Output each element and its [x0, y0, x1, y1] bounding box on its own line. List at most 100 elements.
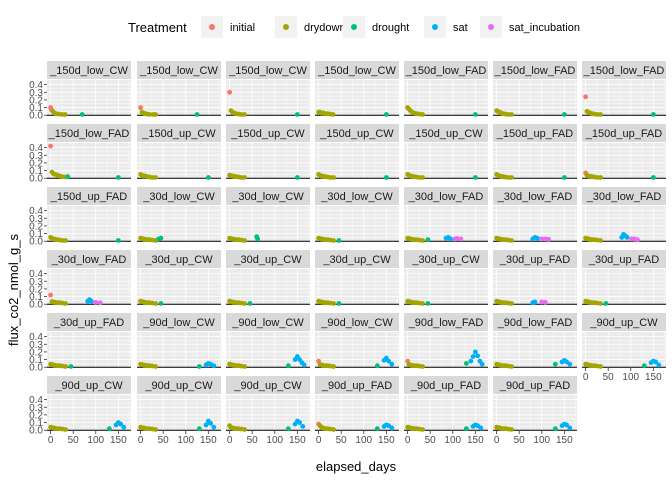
- data-point: [561, 112, 567, 117]
- facet-panel: _30d_low_FAD: [582, 187, 666, 243]
- data-point: [425, 237, 431, 243]
- data-point: [425, 301, 431, 306]
- data-point: [420, 427, 425, 432]
- x-axis-title: elapsed_days: [316, 459, 397, 474]
- facet-panel: _150d_low_CW: [315, 61, 399, 117]
- data-point: [336, 238, 342, 243]
- data-point: [79, 112, 85, 117]
- data-point: [294, 175, 300, 180]
- facet-strip-label: _150d_up_FAD: [585, 128, 663, 140]
- data-point: [294, 112, 300, 117]
- panel-background: [47, 143, 131, 179]
- x-tick-label: 100: [444, 435, 461, 446]
- data-point: [147, 112, 153, 117]
- data-point: [463, 361, 469, 366]
- facet-strip-label: _150d_low_CW: [228, 65, 307, 77]
- x-tick-label: 100: [622, 372, 639, 383]
- y-tick-label: 0.0: [29, 426, 43, 437]
- facet-strip-label: _30d_up_CW: [144, 254, 213, 266]
- legend-key-dot: [432, 24, 438, 30]
- facet-panel: _30d_up_FAD: [582, 250, 666, 306]
- panel-background: [137, 269, 221, 305]
- data-point: [153, 427, 158, 432]
- legend-item-sat-incubation: sat_incubation: [480, 16, 580, 38]
- facet-strip-label: _30d_low_FAD: [497, 191, 573, 203]
- x-tick-label: 50: [425, 435, 437, 446]
- facet-strip: [137, 250, 221, 268]
- legend-label: drought: [372, 22, 409, 34]
- facet-strip: [137, 376, 221, 394]
- panel-background: [226, 269, 310, 305]
- facet-strip: [47, 187, 131, 205]
- data-point: [420, 301, 425, 306]
- facet-panel: _30d_up_CW: [315, 250, 399, 306]
- data-point: [598, 364, 603, 369]
- data-point: [63, 301, 68, 306]
- facet-strip: [404, 250, 488, 268]
- data-point: [448, 236, 453, 242]
- data-point: [509, 238, 514, 243]
- panel-background: [404, 269, 488, 305]
- facet-strip: [137, 124, 221, 142]
- y-tick-label: 0.4: [29, 206, 43, 217]
- facet-strip: [137, 187, 221, 205]
- data-point: [653, 359, 659, 365]
- data-point: [285, 426, 291, 432]
- facet-panel: _150d_low_FAD 0.00.10.20.30.4: [29, 124, 131, 185]
- facet-strip: [226, 250, 310, 268]
- x-tick-label: 0: [316, 435, 322, 446]
- data-point: [539, 299, 545, 305]
- facet-strip-label: _30d_up_CW: [233, 254, 302, 266]
- facet-panel: _90d_up_CW 0 50 100 150: [137, 376, 221, 446]
- data-point: [420, 238, 425, 243]
- facet-strip-label: _150d_low_FAD: [48, 128, 130, 140]
- data-point: [374, 363, 380, 369]
- facet-panel: _90d_low_FAD: [493, 313, 577, 369]
- facet-strip-label: _150d_up_CW: [230, 128, 305, 140]
- y-tick-label: 0.1: [29, 292, 43, 303]
- facet-panel: _30d_up_CW: [404, 250, 488, 306]
- facet-strip-label: _90d_up_CW: [54, 380, 123, 392]
- y-tick-label: 0.4: [29, 332, 43, 343]
- data-point: [454, 236, 460, 241]
- x-tick-label: 150: [289, 435, 306, 446]
- y-tick-label: 0.3: [29, 151, 43, 162]
- data-point: [301, 362, 307, 368]
- y-tick-label: 0.3: [29, 403, 43, 414]
- facet-panel: _150d_up_FAD 0.00.10.20.30.4: [29, 187, 131, 248]
- panel-background: [137, 143, 221, 179]
- x-tick-label: 150: [645, 372, 662, 383]
- data-point: [567, 425, 573, 431]
- y-tick-label: 0.2: [29, 221, 43, 232]
- facet-panel: _30d_low_CW: [137, 187, 221, 243]
- data-point: [603, 301, 609, 306]
- data-point: [458, 236, 464, 242]
- data-point: [242, 238, 247, 243]
- facet-strip-label: _30d_low_FAD: [408, 191, 484, 203]
- data-point: [475, 353, 481, 359]
- panel-background: [493, 143, 577, 179]
- facet-panel: _90d_up_FAD 0 50 100 150: [404, 376, 488, 446]
- facet-panel: _90d_up_CW 0.00.10.20.30.4 0 50 100 150: [29, 376, 131, 446]
- facet-strip-label: _150d_up_FAD: [50, 191, 128, 203]
- data-point: [478, 425, 484, 431]
- data-point: [383, 175, 389, 180]
- panel-background: [226, 206, 310, 242]
- data-point: [472, 175, 478, 180]
- x-tick-label: 0: [583, 372, 589, 383]
- facet-strip: [315, 376, 399, 394]
- data-point: [386, 358, 392, 364]
- facet-strip: [226, 124, 310, 142]
- x-tick-label: 50: [247, 435, 259, 446]
- y-tick-label: 0.0: [29, 237, 43, 248]
- facet-panel: _30d_up_FAD: [493, 250, 577, 306]
- facet-strip: [582, 313, 666, 331]
- y-tick-label: 0.4: [29, 395, 43, 406]
- facet-panel: _90d_up_FAD 0 50 100 150: [315, 376, 399, 446]
- y-tick-label: 0.4: [29, 143, 43, 154]
- data-point: [65, 174, 71, 180]
- x-tick-label: 100: [355, 435, 372, 446]
- facet-panel: _150d_up_CW: [137, 124, 221, 180]
- data-point: [509, 175, 514, 180]
- y-tick-label: 0.0: [29, 111, 43, 122]
